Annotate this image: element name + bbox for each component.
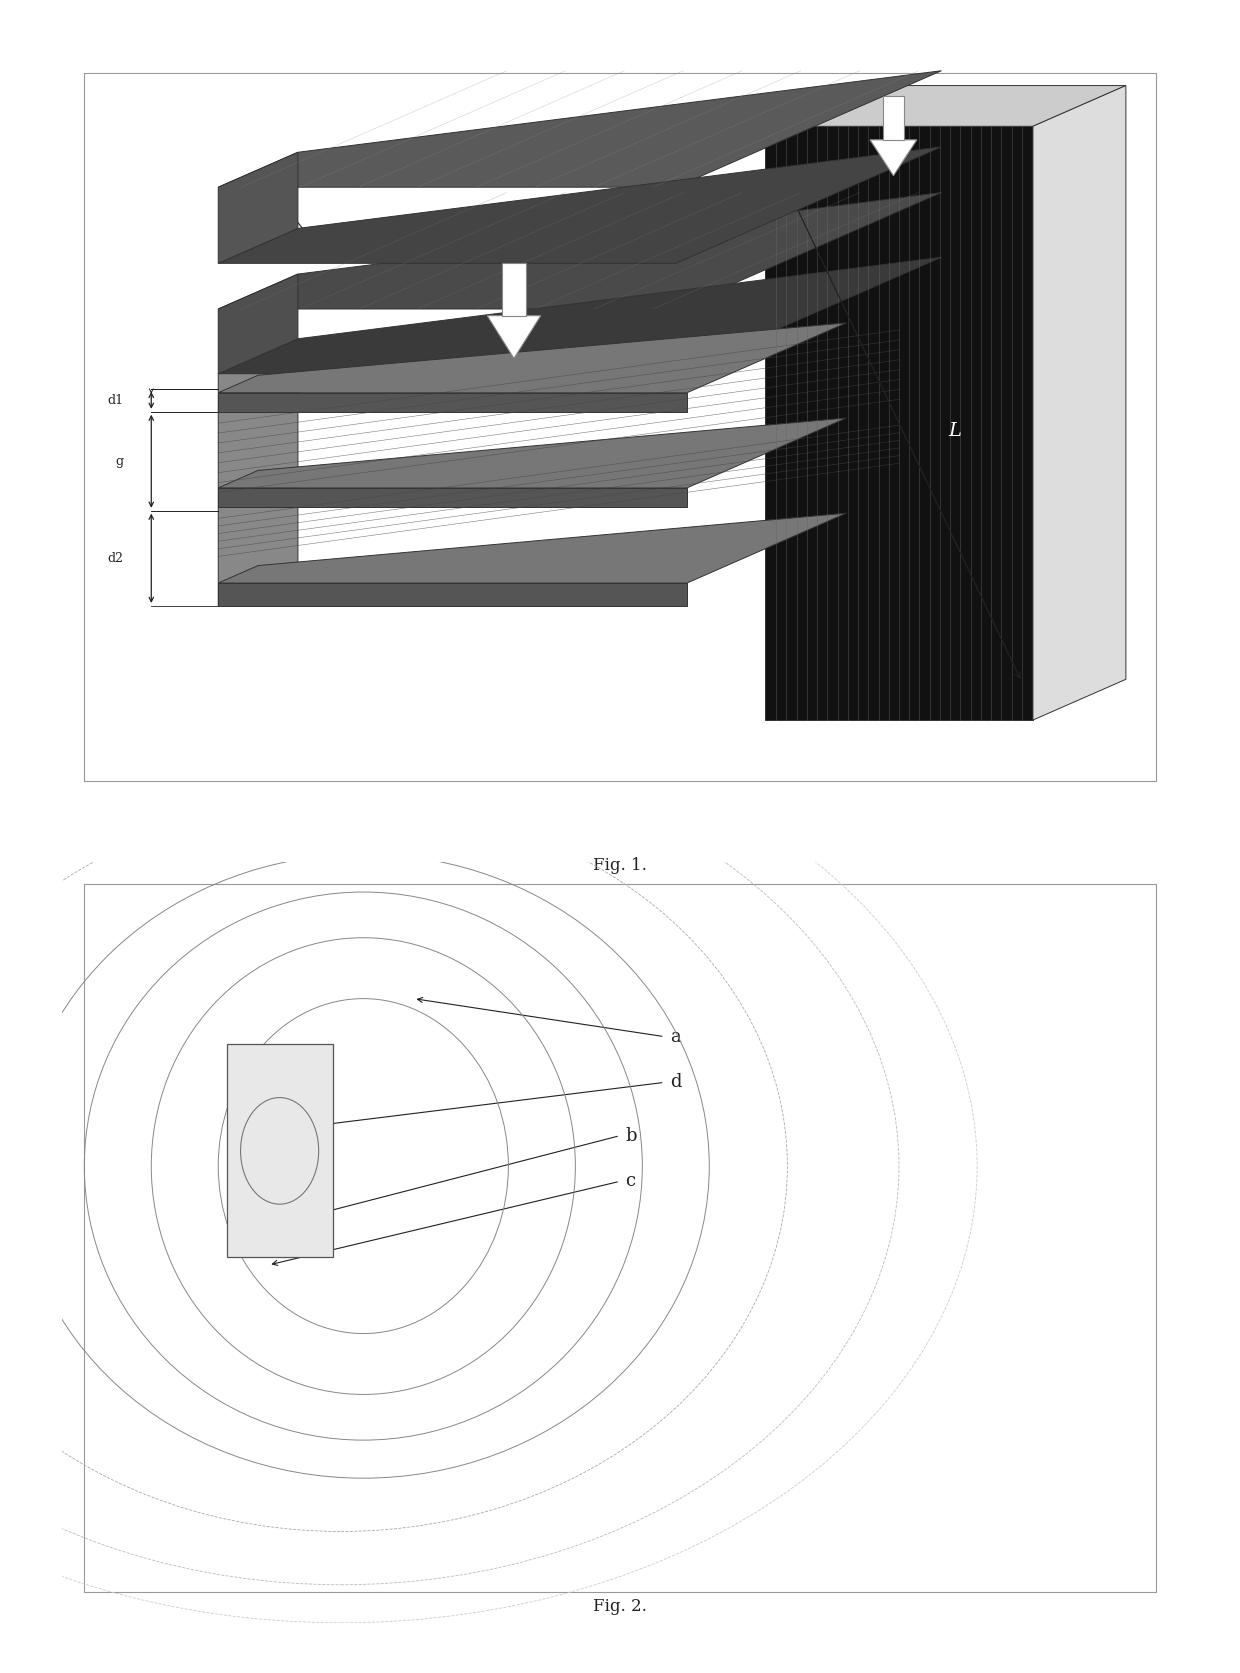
Polygon shape [765,127,1033,719]
Text: g: g [115,455,123,468]
Polygon shape [1033,85,1126,719]
Bar [883,95,904,141]
Text: d: d [670,1074,682,1091]
Polygon shape [218,418,847,489]
Polygon shape [218,274,298,373]
Text: L: L [949,422,961,440]
Text: d2: d2 [108,552,123,565]
Polygon shape [218,338,298,606]
Polygon shape [218,584,687,606]
Polygon shape [218,147,941,263]
Polygon shape [218,70,941,187]
Polygon shape [487,316,541,358]
Text: B: B [257,196,268,209]
Polygon shape [218,489,687,507]
Text: a: a [670,1027,681,1046]
Polygon shape [218,393,687,412]
Polygon shape [870,141,916,176]
Text: A: A [469,139,480,152]
Polygon shape [218,152,298,263]
Bar [227,1044,332,1258]
Polygon shape [218,258,941,373]
Polygon shape [218,514,847,584]
Text: Fig. 2.: Fig. 2. [593,1598,647,1614]
Polygon shape [218,323,847,393]
Text: c: c [626,1173,636,1190]
Polygon shape [765,85,1126,127]
Polygon shape [218,192,941,310]
Text: d1: d1 [107,393,123,407]
Text: Fig. 1.: Fig. 1. [593,857,647,873]
Bar [502,263,526,316]
Text: b: b [626,1126,637,1144]
